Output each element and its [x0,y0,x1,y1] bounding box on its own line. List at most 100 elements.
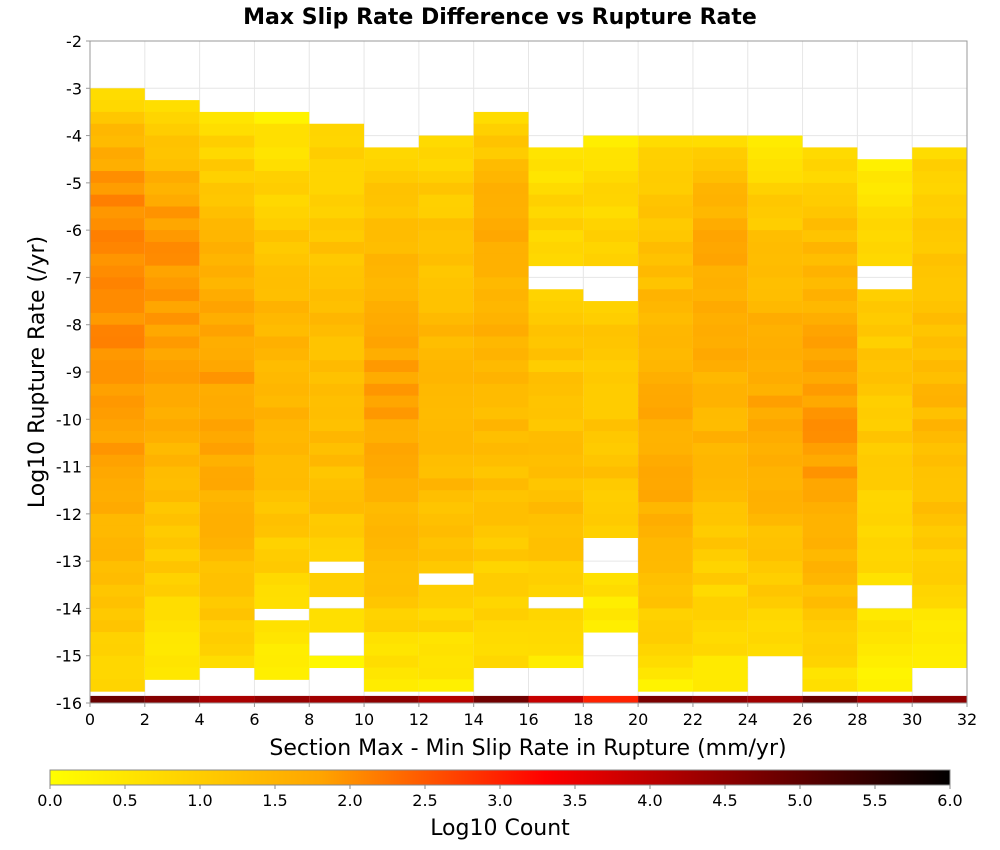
heatmap-cell [254,111,310,125]
heatmap-cell [802,608,858,621]
heatmap-cell [473,147,529,160]
heatmap-cell [144,218,200,231]
heatmap-cell [90,230,145,243]
heatmap-cell [583,431,639,444]
heatmap-cell [747,135,803,148]
heatmap-cell [857,525,913,538]
heatmap-cell [144,383,200,397]
heatmap-cell [857,454,913,468]
heatmap-cell [473,442,529,456]
heatmap-cell [364,537,419,550]
heatmap-cell-bottom [583,695,639,703]
heatmap-cell [473,265,529,278]
heatmap-cell [802,265,858,278]
heatmap-cell [90,572,145,586]
heatmap-cell [364,513,419,527]
heatmap-cell [473,490,529,503]
heatmap-cell [309,513,365,527]
heatmap-cell [144,147,200,160]
heatmap-cell [857,230,913,243]
heatmap-cell [912,655,967,669]
colorbar-tick-label: 3.5 [562,791,587,810]
heatmap-cell [473,360,529,373]
heatmap-cell [528,230,584,243]
heatmap-cell [857,620,913,633]
heatmap-cell [583,147,639,160]
heatmap-cell [912,561,967,574]
heatmap-cell [90,466,145,479]
heatmap-cell [144,561,200,574]
heatmap-cell [90,135,145,148]
heatmap-cell [473,513,529,527]
heatmap-cell-bottom [528,695,584,703]
heatmap-cell [912,253,967,267]
heatmap-cell [418,490,474,503]
heatmap-cell [802,241,858,255]
heatmap-cell [857,289,913,302]
heatmap-cell [528,218,584,231]
heatmap-cell [583,336,639,349]
heatmap-cell [90,348,145,361]
heatmap-cell [747,466,803,479]
heatmap-cell [90,608,145,621]
heatmap-cell [692,171,748,184]
heatmap-cell [199,182,255,196]
heatmap-cell [418,478,474,491]
heatmap-cell [364,277,419,290]
heatmap-cell [473,596,529,609]
heatmap-cell [802,218,858,231]
heatmap-cell [144,454,200,468]
heatmap-cell [583,253,639,267]
heatmap-cell [692,312,748,326]
heatmap-cell [254,596,310,609]
heatmap-cell [309,431,365,444]
heatmap-cell [638,466,693,479]
heatmap-cell [473,608,529,621]
heatmap-cell [638,289,693,302]
heatmap-cell [364,372,419,385]
colorbar-tick-label: 6.0 [937,791,962,810]
heatmap-cell [638,442,693,456]
heatmap-cell [144,265,200,278]
heatmap-cell [747,513,803,527]
heatmap-cell [473,632,529,645]
heatmap-cell [199,218,255,231]
heatmap-cell [199,561,255,574]
heatmap-cell [418,301,474,314]
heatmap-cell [857,301,913,314]
heatmap-cell [583,135,639,148]
heatmap-cell [747,372,803,385]
heatmap-cell [802,360,858,373]
heatmap-cell [254,312,310,326]
colorbar-tick-label: 4.0 [637,791,662,810]
x-axis-label: Section Max - Min Slip Rate in Rupture (… [269,736,786,761]
heatmap-cell [473,478,529,491]
heatmap-cell [254,561,310,574]
heatmap-cell [802,324,858,338]
heatmap-cell [309,620,365,633]
colorbar-tick-label: 3.0 [487,791,512,810]
heatmap-cell [802,454,858,468]
heatmap-cell [144,572,200,586]
heatmap-cell [912,171,967,184]
heatmap-cell [857,194,913,207]
y-tick-label: -15 [56,647,82,666]
heatmap-cell [144,372,200,385]
heatmap-cell [638,171,693,184]
heatmap-cell [418,336,474,349]
heatmap-cell [692,336,748,349]
heatmap-cell [309,230,365,243]
heatmap-cell [418,454,474,468]
heatmap-cell [692,301,748,314]
heatmap-cell [364,442,419,456]
heatmap-cell [418,324,474,338]
heatmap-cell [473,431,529,444]
heatmap-cell [747,159,803,172]
heatmap-cell [254,632,310,645]
heatmap-cell [583,407,639,420]
heatmap-cell [528,502,584,515]
heatmap-cell [528,608,584,621]
heatmap-cell [90,194,145,207]
heatmap-cell [638,431,693,444]
heatmap-cell [802,289,858,302]
